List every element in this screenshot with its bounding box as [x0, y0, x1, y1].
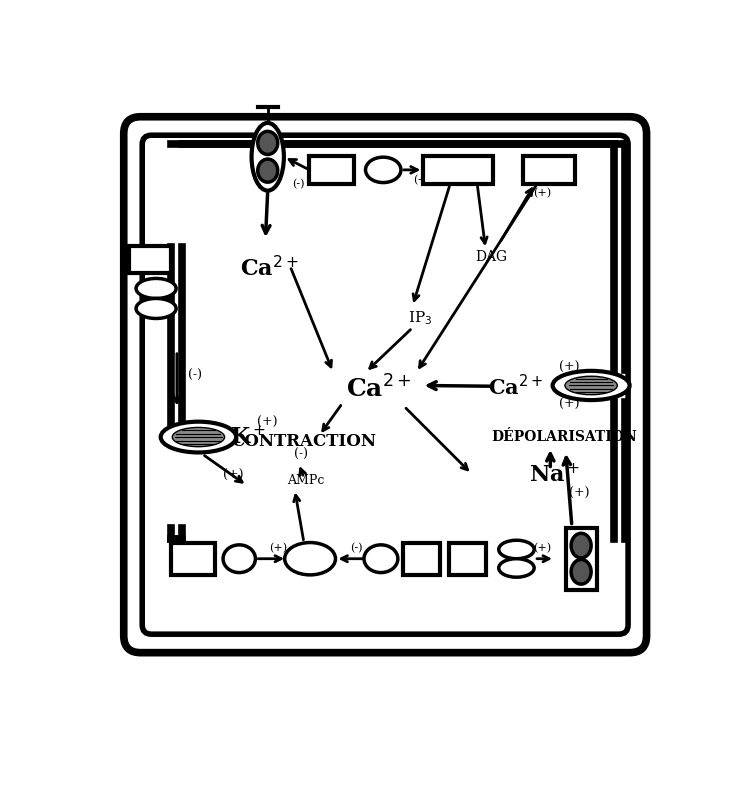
Text: Ca$^{2+}$: Ca$^{2+}$ [347, 376, 412, 403]
Ellipse shape [571, 534, 591, 558]
Ellipse shape [136, 298, 176, 318]
Text: G$_i$: G$_i$ [373, 550, 388, 567]
Text: G$_s$: G$_s$ [231, 550, 247, 567]
Bar [450, 542, 486, 575]
Text: (+): (+) [559, 361, 579, 374]
Text: G$_o$: G$_o$ [509, 561, 524, 575]
Text: DAG: DAG [476, 250, 508, 264]
Text: AC: AC [298, 552, 322, 566]
Text: M$_2$: M$_2$ [411, 550, 433, 567]
Text: AMPc: AMPc [288, 474, 325, 487]
Text: PLC-β: PLC-β [433, 163, 483, 177]
Text: (+): (+) [257, 416, 278, 429]
Text: (+): (+) [269, 542, 287, 553]
Ellipse shape [571, 559, 591, 584]
Ellipse shape [161, 422, 236, 452]
Bar [309, 156, 354, 184]
Text: M$_2$: M$_2$ [456, 550, 479, 567]
Text: (-): (-) [350, 542, 362, 553]
Ellipse shape [251, 123, 284, 191]
Text: Ca$^{2+}$: Ca$^{2+}$ [488, 374, 543, 399]
Ellipse shape [258, 159, 278, 182]
Ellipse shape [553, 371, 630, 400]
Ellipse shape [565, 376, 617, 395]
Text: (-): (-) [294, 448, 308, 461]
Bar [170, 542, 216, 575]
Bar [423, 156, 493, 184]
Text: (+): (+) [569, 487, 590, 500]
Ellipse shape [499, 559, 534, 577]
Text: (-): (-) [292, 179, 305, 189]
Bar [522, 156, 575, 184]
Text: Ca$^{2+}$: Ca$^{2+}$ [240, 256, 299, 281]
Text: DÉPOLARISATION: DÉPOLARISATION [491, 430, 637, 444]
Ellipse shape [136, 278, 176, 298]
Bar [565, 528, 597, 589]
Text: K$^+$: K$^+$ [230, 426, 267, 449]
Text: (+): (+) [534, 188, 552, 198]
Text: M$_3$: M$_3$ [318, 160, 345, 180]
Ellipse shape [364, 545, 398, 572]
Ellipse shape [223, 545, 256, 572]
Text: G$_q$: G$_q$ [373, 160, 393, 180]
Text: (-): (-) [187, 369, 202, 382]
Text: (+): (+) [534, 542, 552, 553]
Text: (+): (+) [223, 469, 243, 482]
Ellipse shape [285, 542, 336, 575]
Ellipse shape [258, 131, 278, 155]
Bar [403, 542, 440, 575]
Ellipse shape [365, 157, 401, 183]
Ellipse shape [172, 427, 225, 447]
Text: PKC: PKC [531, 163, 567, 177]
Text: G$_i$: G$_i$ [510, 542, 523, 556]
Text: G$_i$: G$_i$ [149, 280, 163, 297]
Text: CONTRACTION: CONTRACTION [231, 433, 376, 451]
Bar [129, 247, 171, 273]
Text: G$_o$: G$_o$ [147, 301, 165, 317]
Text: (+): (+) [413, 175, 431, 185]
Text: Na$^+$: Na$^+$ [529, 464, 581, 487]
Text: IP$_3$: IP$_3$ [408, 310, 432, 327]
Ellipse shape [499, 540, 534, 559]
Text: (+): (+) [559, 398, 579, 411]
Text: M$_2$: M$_2$ [138, 251, 162, 269]
Text: β: β [187, 550, 199, 567]
